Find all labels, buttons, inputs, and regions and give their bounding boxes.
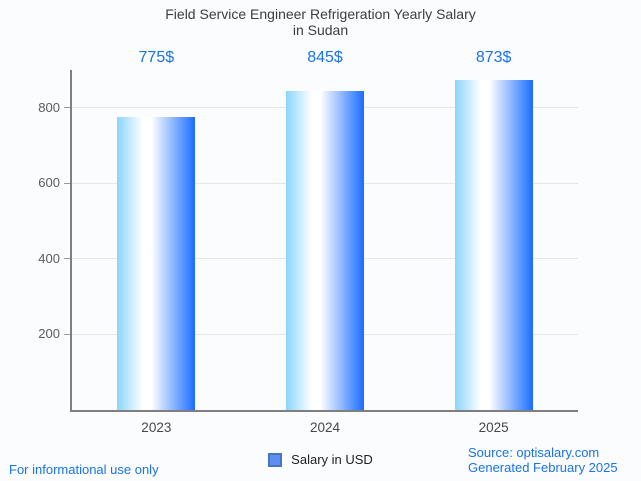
legend-marker-icon	[268, 452, 283, 467]
generated-text: Generated February 2025	[468, 460, 618, 475]
legend-label: Salary in USD	[291, 452, 373, 467]
y-axis-label-800: 800	[38, 99, 60, 115]
chart-title-line2: in Sudan	[292, 22, 349, 38]
bar-2023	[117, 117, 196, 410]
y-axis-label-200: 200	[38, 326, 60, 342]
bar-value-label-2024: 845$	[307, 49, 343, 66]
chart-title-line1: Field Service Engineer Refrigeration Yea…	[165, 6, 476, 22]
y-axis-tick-400	[64, 258, 70, 260]
y-axis-tick-200	[64, 333, 70, 335]
source-text: Source: optisalary.com	[468, 445, 600, 460]
bar-2025	[454, 80, 533, 410]
legend-item-salary[interactable]: Salary in USD	[0, 452, 641, 467]
plot-area: 200 400 600 800 775$ 2023 845$ 2024 873$ 2025	[38, 49, 578, 435]
x-axis-label-2024: 2024	[309, 420, 341, 435]
chart-title: Field Service Engineer Refrigeration Yea…	[0, 6, 641, 38]
y-axis-tick-800	[64, 107, 70, 109]
bar-value-label-2023: 775$	[138, 49, 175, 66]
y-axis-label-400: 400	[38, 250, 60, 266]
attribution-block: Source: optisalary.com Generated Februar…	[468, 445, 618, 475]
bar-value-label-2025: 873$	[475, 49, 512, 66]
x-axis-label-2025: 2025	[478, 420, 509, 435]
disclaimer-text: For informational use only	[9, 462, 159, 477]
y-axis-label-600: 600	[38, 175, 60, 191]
y-axis-tick-600	[64, 182, 70, 184]
x-axis-label-2023: 2023	[141, 420, 172, 435]
bar-2024	[286, 90, 364, 410]
